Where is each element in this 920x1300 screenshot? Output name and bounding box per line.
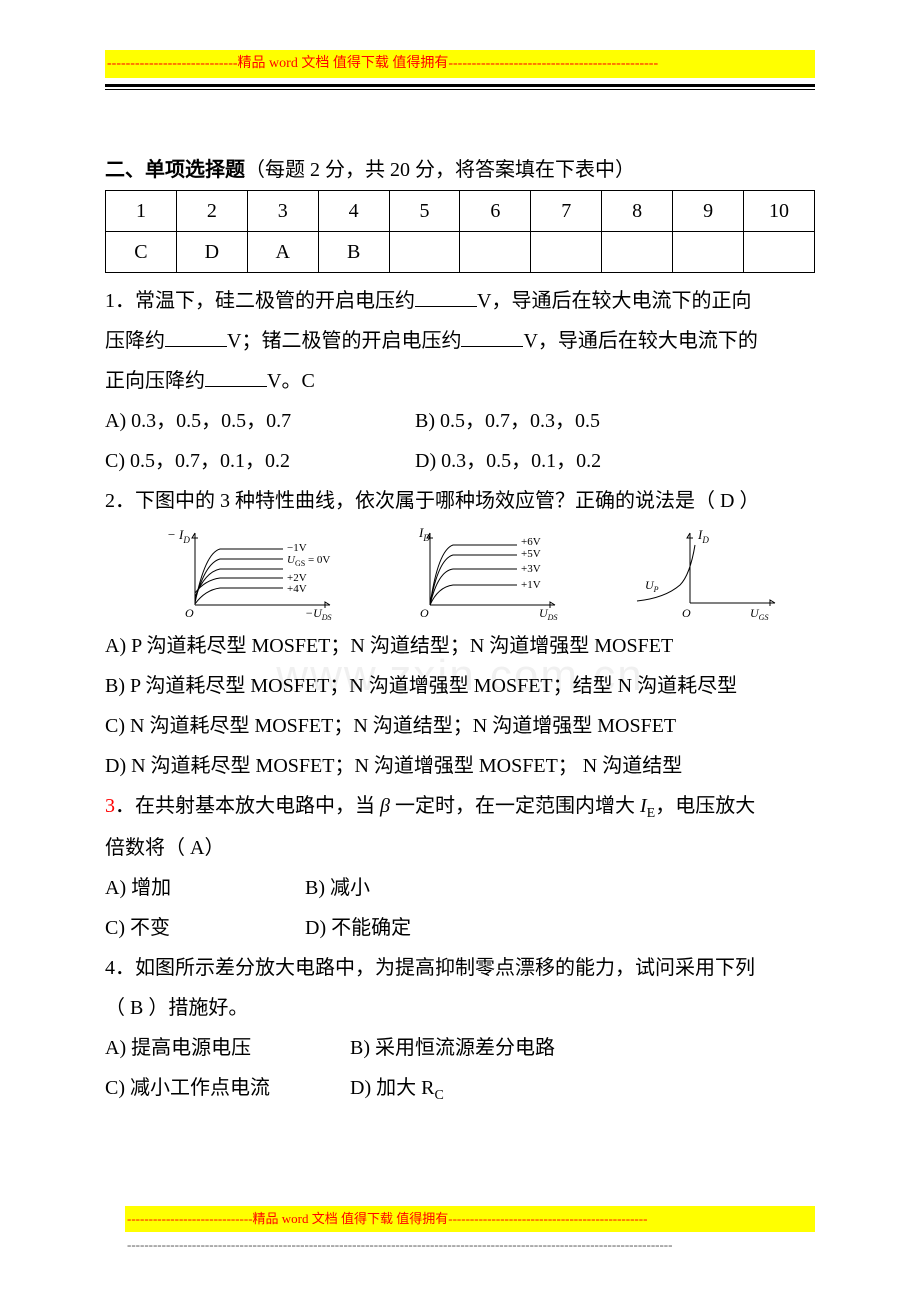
grid-header-cell: 5 bbox=[389, 191, 460, 232]
grid-header-cell: 9 bbox=[673, 191, 744, 232]
ie-symbol: I bbox=[640, 795, 647, 817]
q4-line2: （ B ）措施好。 bbox=[105, 988, 815, 1028]
blank-underline bbox=[165, 327, 227, 347]
graph1-curvelabel: UGS = 0V bbox=[287, 554, 330, 568]
graph3-svg: ID UP O UGS bbox=[635, 525, 785, 620]
footer-banner: -----------------------------精品 word 文档 … bbox=[125, 1206, 815, 1258]
grid-answer-cell: B bbox=[318, 232, 389, 273]
q2-optC: C) N 沟道耗尽型 MOSFET；N 沟道结型；N 沟道增强型 MOSFET bbox=[105, 706, 815, 746]
q2-optB: B) P 沟道耗尽型 MOSFET；N 沟道增强型 MOSFET；结型 N 沟道… bbox=[105, 666, 815, 706]
grid-header-cell: 2 bbox=[176, 191, 247, 232]
grid-header-cell: 3 bbox=[247, 191, 318, 232]
graph3-xlabel: UGS bbox=[750, 606, 768, 620]
grid-header-cell: 1 bbox=[106, 191, 177, 232]
graph1-svg: − ID −1V UGS = 0V +2V +4V O −UDS bbox=[165, 525, 350, 620]
table-row: C D A B bbox=[106, 232, 815, 273]
grid-answer-cell bbox=[531, 232, 602, 273]
q4-optC: C) 减小工作点电流 bbox=[105, 1068, 350, 1110]
graph1-xlabel: −UDS bbox=[305, 606, 332, 620]
grid-answer-cell: C bbox=[106, 232, 177, 273]
grid-answer-cell bbox=[389, 232, 460, 273]
q4-optA: A) 提高电源电压 bbox=[105, 1028, 350, 1068]
q4-options-row2: C) 减小工作点电流 D) 加大 RC bbox=[105, 1068, 815, 1110]
graph2-curvelabel: +5V bbox=[521, 548, 541, 560]
blank-underline bbox=[415, 287, 477, 307]
graph2-origin: O bbox=[420, 606, 429, 620]
q4-optD: D) 加大 RC bbox=[350, 1068, 444, 1110]
banner-text: 精品 word 文档 值得下载 值得拥有 bbox=[238, 56, 449, 71]
table-row: 1 2 3 4 5 6 7 8 9 10 bbox=[106, 191, 815, 232]
q3-optC: C) 不变 bbox=[105, 908, 305, 948]
q3-optB: B) 减小 bbox=[305, 868, 370, 908]
q2-optD: D) N 沟道耗尽型 MOSFET；N 沟道增强型 MOSFET； N 沟道结型 bbox=[105, 746, 815, 786]
q3-line2: 倍数将（ A） bbox=[105, 828, 815, 868]
grid-answer-cell: A bbox=[247, 232, 318, 273]
graph2-xlabel: UDS bbox=[539, 606, 557, 620]
header-banner: ----------------------------精品 word 文档 值… bbox=[105, 50, 815, 78]
q1-options-row1: A) 0.3，0.5，0.5，0.7 B) 0.5，0.7，0.3，0.5 bbox=[105, 401, 815, 441]
q3-options-row1: A) 增加 B) 减小 bbox=[105, 868, 815, 908]
q3-line1: 3．在共射基本放大电路中，当 β 一定时，在一定范围内增大 IE，电压放大 bbox=[105, 786, 815, 828]
banner-dashes-right: ----------------------------------------… bbox=[448, 56, 658, 71]
q1-line1: 1．常温下，硅二极管的开启电压约V，导通后在较大电流下的正向 bbox=[105, 281, 815, 321]
grid-answer-cell: D bbox=[176, 232, 247, 273]
graph3-ylabel: ID bbox=[697, 527, 709, 545]
q3-optA: A) 增加 bbox=[105, 868, 305, 908]
graph2-ylabel: ID bbox=[418, 525, 430, 543]
grid-header-cell: 8 bbox=[602, 191, 673, 232]
graph3-origin: O bbox=[682, 606, 691, 620]
footer-banner-line2: ----------------------------------------… bbox=[125, 1232, 815, 1258]
graph2-svg: ID +6V +5V +3V +1V O UDS bbox=[405, 525, 580, 620]
footer-banner-line1: -----------------------------精品 word 文档 … bbox=[125, 1206, 815, 1232]
grid-answer-cell bbox=[673, 232, 744, 273]
q2-stem: 2．下图中的 3 种特性曲线，依次属于哪种场效应管？正确的说法是（ D ） bbox=[105, 481, 815, 521]
q2-optA: A) P 沟道耗尽型 MOSFET；N 沟道结型；N 沟道增强型 MOSFET bbox=[105, 626, 815, 666]
q4-line1: 4．如图所示差分放大电路中，为提高抑制零点漂移的能力，试问采用下列 bbox=[105, 948, 815, 988]
section-heading-bold: 二、单项选择题 bbox=[105, 159, 245, 181]
q1-line2: 压降约V；锗二极管的开启电压约V，导通后在较大电流下的 bbox=[105, 321, 815, 361]
blank-underline bbox=[461, 327, 523, 347]
graph2-curvelabel: +3V bbox=[521, 563, 541, 575]
graph1-ylabel: − ID bbox=[167, 527, 190, 545]
graph2-curvelabel: +1V bbox=[521, 579, 541, 591]
grid-header-cell: 7 bbox=[531, 191, 602, 232]
grid-answer-cell bbox=[460, 232, 531, 273]
graph2-curvelabel: +6V bbox=[521, 536, 541, 548]
q1-line3: 正向压降约V。C bbox=[105, 361, 815, 401]
beta-symbol: β bbox=[380, 795, 390, 817]
q3-optD: D) 不能确定 bbox=[305, 908, 411, 948]
q4-options-row1: A) 提高电源电压 B) 采用恒流源差分电路 bbox=[105, 1028, 815, 1068]
banner-dashes-left: ---------------------------- bbox=[107, 56, 238, 71]
graph1-origin: O bbox=[185, 606, 194, 620]
grid-answer-cell bbox=[602, 232, 673, 273]
q1-optA: A) 0.3，0.5，0.5，0.7 bbox=[105, 401, 415, 441]
q3-number-red: 3 bbox=[105, 795, 115, 817]
grid-header-cell: 6 bbox=[460, 191, 531, 232]
q4-optB: B) 采用恒流源差分电路 bbox=[350, 1028, 555, 1068]
section-heading-rest: （每题 2 分，共 20 分，将答案填在下表中） bbox=[245, 159, 635, 181]
q3-options-row2: C) 不变 D) 不能确定 bbox=[105, 908, 815, 948]
grid-answer-cell bbox=[744, 232, 815, 273]
graph1-curvelabel: −1V bbox=[287, 542, 307, 554]
q1-optD: D) 0.3，0.5，0.1，0.2 bbox=[415, 441, 601, 481]
q1-optB: B) 0.5，0.7，0.3，0.5 bbox=[415, 401, 600, 441]
double-horizontal-rule bbox=[105, 84, 815, 90]
q1-options-row2: C) 0.5，0.7，0.1，0.2 D) 0.3，0.5，0.1，0.2 bbox=[105, 441, 815, 481]
grid-header-cell: 4 bbox=[318, 191, 389, 232]
graph1-curvelabel: +4V bbox=[287, 583, 307, 595]
graph3-uplabel: UP bbox=[645, 578, 659, 594]
grid-header-cell: 10 bbox=[744, 191, 815, 232]
blank-underline bbox=[205, 367, 267, 387]
section-heading: 二、单项选择题（每题 2 分，共 20 分，将答案填在下表中） bbox=[105, 150, 815, 190]
answer-grid: 1 2 3 4 5 6 7 8 9 10 C D A B bbox=[105, 190, 815, 273]
q1-optC: C) 0.5，0.7，0.1，0.2 bbox=[105, 441, 415, 481]
q2-graphs: − ID −1V UGS = 0V +2V +4V O −UDS ID +6V … bbox=[105, 523, 815, 622]
